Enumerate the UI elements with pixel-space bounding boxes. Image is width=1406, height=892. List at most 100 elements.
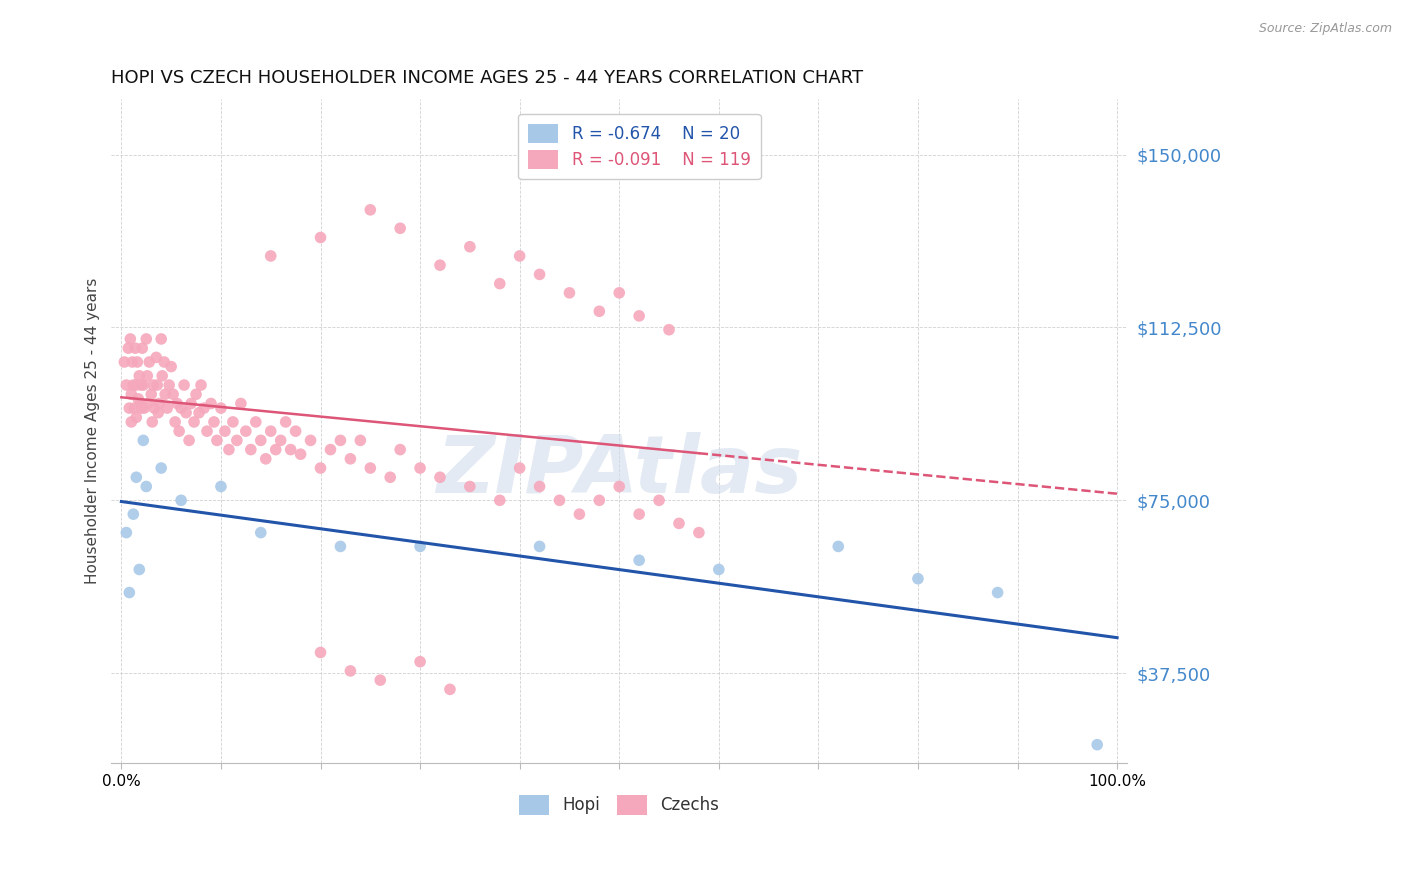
Point: [588, 304, 610, 318]
Point: [225, 434, 247, 448]
Point: [180, 396, 202, 410]
Text: Source: ZipAtlas.com: Source: ZipAtlas.com: [1258, 22, 1392, 36]
Point: [260, 424, 283, 438]
Point: [359, 461, 381, 475]
Point: [135, 479, 157, 493]
Point: [153, 387, 176, 401]
Point: [148, 396, 170, 410]
Point: [129, 396, 152, 410]
Point: [628, 309, 651, 323]
Point: [439, 682, 461, 697]
Point: [509, 461, 531, 475]
Point: [160, 359, 183, 374]
Point: [127, 355, 149, 369]
Point: [368, 673, 391, 687]
Point: [270, 434, 292, 448]
Point: [183, 415, 205, 429]
Point: [148, 406, 170, 420]
Point: [136, 396, 159, 410]
Point: [329, 434, 352, 448]
Point: [120, 415, 142, 429]
Point: [239, 442, 262, 457]
Point: [138, 355, 160, 369]
Point: [209, 479, 232, 493]
Point: [309, 645, 332, 659]
Point: [668, 516, 690, 531]
Text: ZIPAtlas: ZIPAtlas: [436, 432, 803, 510]
Point: [125, 378, 148, 392]
Point: [153, 355, 176, 369]
Point: [389, 221, 412, 235]
Point: [222, 415, 245, 429]
Point: [174, 406, 197, 420]
Point: [280, 442, 302, 457]
Point: [409, 461, 432, 475]
Point: [329, 540, 352, 554]
Point: [827, 540, 849, 554]
Point: [389, 442, 412, 457]
Point: [146, 378, 169, 392]
Point: [173, 378, 195, 392]
Y-axis label: Householder Income Ages 25 - 44 years: Householder Income Ages 25 - 44 years: [86, 278, 100, 584]
Point: [245, 415, 267, 429]
Point: [135, 332, 157, 346]
Point: [658, 323, 681, 337]
Point: [112, 355, 135, 369]
Point: [150, 461, 173, 475]
Point: [607, 285, 630, 300]
Point: [177, 434, 200, 448]
Point: [558, 285, 581, 300]
Point: [127, 392, 149, 406]
Point: [141, 415, 163, 429]
Point: [529, 268, 551, 282]
Point: [141, 387, 163, 401]
Point: [628, 553, 651, 567]
Point: [188, 406, 211, 420]
Point: [458, 479, 481, 493]
Point: [131, 341, 153, 355]
Point: [117, 341, 139, 355]
Point: [170, 401, 193, 416]
Point: [529, 479, 551, 493]
Point: [200, 396, 222, 410]
Point: [380, 470, 402, 484]
Point: [359, 202, 381, 217]
Point: [150, 368, 173, 383]
Point: [129, 401, 152, 416]
Point: [218, 442, 240, 457]
Point: [122, 507, 145, 521]
Point: [170, 493, 193, 508]
Point: [588, 493, 610, 508]
Point: [707, 562, 730, 576]
Point: [195, 424, 218, 438]
Point: [118, 585, 141, 599]
Point: [128, 368, 150, 383]
Point: [260, 249, 283, 263]
Point: [299, 434, 322, 448]
Point: [249, 434, 271, 448]
Point: [121, 355, 143, 369]
Point: [429, 470, 451, 484]
Point: [136, 368, 159, 383]
Point: [229, 396, 252, 410]
Point: [125, 410, 148, 425]
Point: [124, 401, 146, 416]
Point: [628, 507, 651, 521]
Point: [129, 378, 152, 392]
Point: [125, 470, 148, 484]
Point: [132, 434, 155, 448]
Point: [162, 387, 184, 401]
Point: [349, 434, 371, 448]
Point: [205, 434, 228, 448]
Point: [568, 507, 591, 521]
Point: [548, 493, 571, 508]
Point: [150, 332, 173, 346]
Point: [309, 230, 332, 244]
Point: [529, 540, 551, 554]
Point: [128, 562, 150, 576]
Point: [688, 525, 710, 540]
Point: [648, 493, 671, 508]
Point: [987, 585, 1010, 599]
Point: [284, 424, 307, 438]
Point: [274, 415, 297, 429]
